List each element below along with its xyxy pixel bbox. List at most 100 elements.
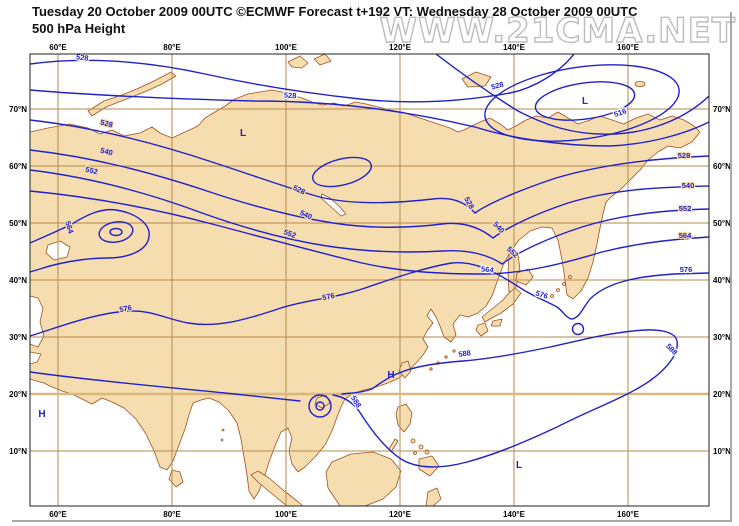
graticule-group <box>30 54 709 506</box>
contour-552-main <box>30 169 709 265</box>
axis-label-lon-top: 100°E <box>275 43 298 52</box>
axis-label-lat-right: 30°N <box>713 333 731 342</box>
contour-value-label: 552 <box>282 227 297 240</box>
visayas-island <box>413 451 417 455</box>
contour-564-main <box>30 190 709 275</box>
low-center-marker: L <box>582 96 588 107</box>
contour-cutoff-low-mid <box>98 221 134 243</box>
map-border <box>29 53 710 507</box>
contour-value-label: 576 <box>680 265 693 274</box>
high-center-marker: H <box>387 370 394 381</box>
pressure-center-group: L L L H H <box>38 96 588 471</box>
contour-value-label: 552 <box>679 204 692 213</box>
axis-label-lat-right: 20°N <box>713 390 731 399</box>
contour-cutoff-low-inner <box>109 227 123 237</box>
contour-low-outer-sweep <box>435 54 709 135</box>
contour-value-label: 528 <box>284 91 297 101</box>
mindanao-island <box>418 455 440 477</box>
contour-528-main <box>30 119 709 214</box>
low-center-marker: L <box>240 128 246 139</box>
axis-label-lat-left: 20°N <box>9 390 27 399</box>
axis-label-lon-top: 80°E <box>163 43 181 52</box>
axis-label-lat-right: 10°N <box>713 447 731 456</box>
novaya-zemlya-island <box>87 71 177 117</box>
honshu-island <box>481 287 522 323</box>
axis-label-lon-bottom: 80°E <box>163 510 181 519</box>
contour-528-north <box>30 89 709 147</box>
kuril-island <box>568 275 572 279</box>
axis-label-lat-left: 30°N <box>9 333 27 342</box>
kyushu-island <box>475 322 489 337</box>
axis-label-lon-top: 60°E <box>49 43 67 52</box>
contour-576-main <box>30 261 709 337</box>
axis-label-lat-right: 50°N <box>713 219 731 228</box>
axis-label-lon-top: 120°E <box>389 43 412 52</box>
axis-label-lon-bottom: 60°E <box>49 510 67 519</box>
axis-label-lon-bottom: 100°E <box>275 510 298 519</box>
axis-label-lat-left: 10°N <box>9 447 27 456</box>
contour-588-west-arm <box>30 371 301 402</box>
chart-title: Tuesday 20 October 2009 00UTC ©ECMWF For… <box>32 4 638 19</box>
chart-subtitle: 500 hPa Height <box>32 21 126 36</box>
contour-588-subtropical-loop <box>332 329 678 468</box>
kuril-island <box>562 282 566 286</box>
axis-label-lat-right: 70°N <box>713 105 731 114</box>
contour-value-label: 588 <box>458 348 472 359</box>
andaman-island <box>221 428 225 432</box>
visayas-island <box>410 438 416 444</box>
window-frame-bottom <box>12 520 732 522</box>
contour-value-label: 564 <box>679 231 692 240</box>
axis-label-lat-right: 60°N <box>713 162 731 171</box>
contour-value-label: 540 <box>682 181 695 190</box>
axis-label-lat-right: 40°N <box>713 276 731 285</box>
contour-value-label: 528 <box>678 151 691 160</box>
high-center-marker: H <box>38 409 45 420</box>
landmass-group <box>30 54 701 506</box>
sumatra-island <box>250 470 304 506</box>
contour-closed-oval-mongolia <box>312 156 372 188</box>
axis-label-lon-bottom: 120°E <box>389 510 412 519</box>
visayas-island <box>418 444 424 450</box>
axis-label-lat-left: 70°N <box>9 105 27 114</box>
contour-value-label: 576 <box>321 291 335 302</box>
axis-label-lon-top: 140°E <box>503 43 526 52</box>
new-siberian-island <box>461 71 492 88</box>
contour-588-spiral-inner <box>315 401 325 411</box>
axis-label-lon-bottom: 140°E <box>503 510 526 519</box>
axis-label-lat-left: 40°N <box>9 276 27 285</box>
axis-label-lat-left: 50°N <box>9 219 27 228</box>
contour-564-cutoff-wrap <box>30 208 150 273</box>
islands-group <box>87 54 646 506</box>
severnaya-zemlya-island-2 <box>313 54 332 66</box>
severnaya-zemlya-island <box>287 55 309 69</box>
persian-gulf <box>30 351 42 365</box>
contour-528-low-ellipse <box>484 64 680 142</box>
contour-516-low-ellipse <box>534 81 636 121</box>
axis-label-lon-bottom: 160°E <box>617 510 640 519</box>
contour-528-arctic <box>30 54 575 103</box>
low-center-marker: L <box>516 460 522 471</box>
axis-label-lon-top: 160°E <box>617 43 640 52</box>
ryukyu-island <box>429 367 433 371</box>
shikoku-island <box>490 318 503 327</box>
axis-label-group: 60°E 60°E 80°E 80°E 100°E 100°E 120°E 120°E 140°… <box>9 43 731 519</box>
contour-value-label: 528 <box>99 118 113 130</box>
contour-group <box>30 54 709 468</box>
contour-540-main <box>30 149 709 239</box>
contour-value-label: 576 <box>119 303 133 314</box>
ryukyu-island <box>444 355 448 359</box>
contour-label-group: 5285285285405525645285405525285405525645… <box>62 52 696 411</box>
contour-cutoff-circle-south-of-japan <box>571 322 585 336</box>
andaman-island <box>220 438 224 442</box>
celebes-island <box>425 487 442 506</box>
kuril-island <box>556 288 560 292</box>
window-frame-right <box>730 12 732 522</box>
ryukyu-island <box>452 349 456 353</box>
contour-value-label: 540 <box>99 146 113 158</box>
contour-value-label: 528 <box>76 52 90 63</box>
contour-value-label: 564 <box>481 264 495 274</box>
contour-value-label: 552 <box>84 165 98 177</box>
kuril-island <box>550 294 554 298</box>
